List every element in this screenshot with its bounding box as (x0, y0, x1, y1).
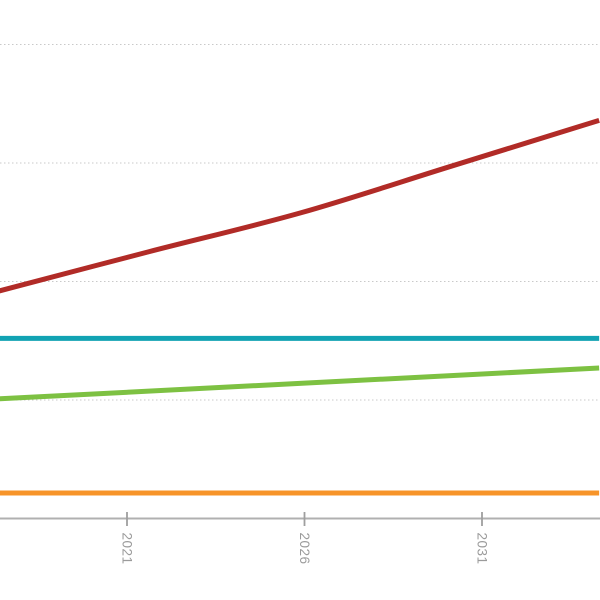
series-line-green-slow-rise-line (0, 365, 600, 402)
series-line-dark-red-rising-curve (0, 117, 600, 294)
x-axis-tick-label: 2021 (120, 533, 135, 565)
x-axis-tick-label: 2026 (297, 533, 312, 565)
x-axis-tick-label: 2031 (475, 533, 490, 565)
